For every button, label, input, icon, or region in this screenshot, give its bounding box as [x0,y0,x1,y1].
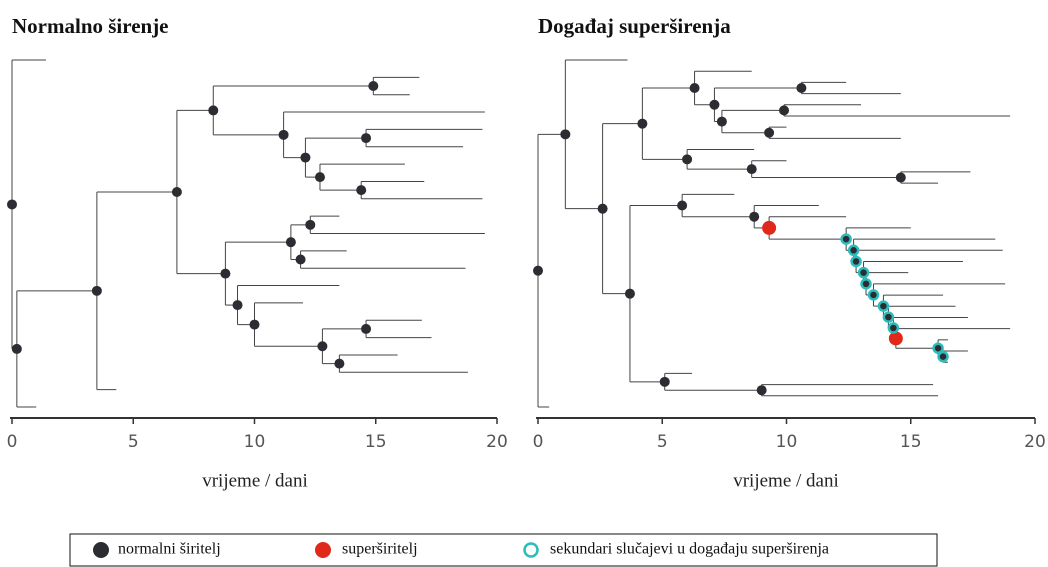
node [716,116,727,127]
node [368,81,379,92]
secondary-node [840,233,852,245]
x-tick-label: 20 [486,432,508,452]
secondary-node [850,255,862,268]
node [232,300,243,311]
node [300,152,311,163]
x-axis-label: vrijeme / dani [733,470,839,491]
node [756,385,767,396]
legend-symbol [315,542,331,558]
node [677,200,688,211]
node [597,203,608,214]
node [709,99,720,110]
node [11,343,22,354]
legend-label: superširitelj [342,541,418,558]
legend-symbol [93,542,109,558]
node [361,323,372,334]
node [533,265,543,276]
node [295,254,306,265]
x-tick-label: 10 [776,432,798,452]
chart-title: Događaj superširenja [538,14,731,38]
secondary-node [937,350,949,363]
secondary-node [877,300,890,312]
secondary-node [932,342,944,354]
node [749,211,760,222]
secondary-node [860,278,872,290]
superspreader-node [762,220,777,235]
x-tick-label: 10 [244,432,266,452]
node [171,187,182,198]
node [361,133,372,144]
secondary-node [867,289,880,301]
legend-symbol [523,542,539,558]
secondary-node [847,244,860,257]
node [659,376,670,387]
node [624,288,635,299]
node [356,185,367,196]
node [682,154,693,165]
legend-box [69,533,938,567]
node [689,82,700,93]
node [779,105,790,116]
node [317,341,328,352]
secondary-node [887,322,900,334]
node [285,237,296,248]
node [796,82,807,93]
x-tick-label: 15 [365,432,387,452]
chart-title: Normalno širenje [12,14,169,38]
node [7,199,17,210]
x-tick-label: 20 [1024,432,1046,452]
node [220,268,231,279]
node [560,129,571,140]
legend-label: normalni širitelj [118,541,221,558]
x-tick-label: 0 [533,432,544,452]
node [305,219,316,230]
x-tick-label: 5 [128,432,139,452]
node [208,105,219,116]
node [746,164,757,175]
node [91,285,102,296]
x-axis-label: vrijeme / dani [202,470,308,491]
superspreader-node [888,331,903,346]
x-tick-label: 15 [900,432,922,452]
node [249,319,260,330]
legend-label: sekundari slučajevi u događaju superšire… [550,541,829,558]
node [764,127,775,138]
x-tick-label: 0 [7,432,18,452]
secondary-node [857,266,870,279]
x-tick-label: 5 [657,432,668,452]
node [278,129,289,140]
node [314,172,325,183]
node [334,358,345,369]
secondary-node [882,311,895,323]
node [895,172,906,183]
node [637,118,648,129]
